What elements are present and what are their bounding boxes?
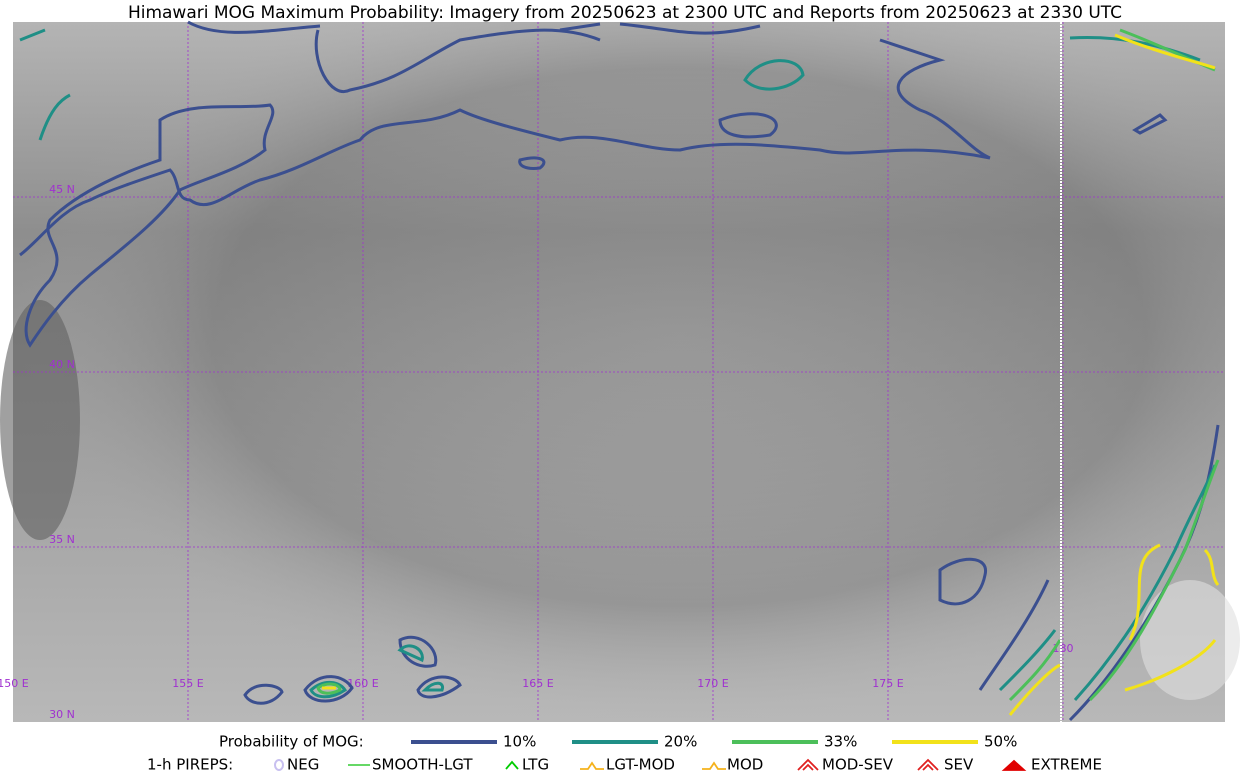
pirep-legend-label: SEV bbox=[944, 756, 974, 774]
mog-legend-label: 20% bbox=[664, 733, 697, 751]
mog-legend-label: 50% bbox=[984, 733, 1017, 751]
pirep-legend-label: LGT-MOD bbox=[606, 756, 675, 774]
longitude-label: 170 E bbox=[697, 677, 728, 690]
latitude-label: 30 N bbox=[49, 708, 75, 721]
pirep-icon bbox=[580, 761, 604, 770]
mog-legend-label: 10% bbox=[503, 733, 536, 751]
pirep-icon bbox=[1001, 759, 1027, 771]
pirep-icon bbox=[917, 758, 939, 771]
latitude-label: 45 N bbox=[49, 183, 75, 196]
longitude-label: 165 E bbox=[522, 677, 553, 690]
pirep-legend-label: NEG bbox=[287, 756, 319, 774]
latitude-label: 40 N bbox=[49, 358, 75, 371]
mog-legend-label: 33% bbox=[824, 733, 857, 751]
pirep-legend-label: MOD-SEV bbox=[822, 756, 894, 774]
mog-legend-title: Probability of MOG: bbox=[219, 733, 364, 751]
longitude-label: 155 E bbox=[172, 677, 203, 690]
pirep-legend-label: LTG bbox=[522, 756, 549, 774]
pirep-icon bbox=[702, 761, 726, 770]
graticule: 45 N 40 N 35 N 30 N 150 E 155 E 160 E 165 E 170 … bbox=[0, 22, 1225, 722]
legend: Probability of MOG: 10% 20% 33% 50% 1-h PIREP… bbox=[147, 733, 1102, 774]
longitude-label: 160 E bbox=[347, 677, 378, 690]
contours bbox=[19, 20, 1220, 722]
title: Himawari MOG Maximum Probability: Imager… bbox=[128, 3, 1122, 23]
longitude-label: 175 E bbox=[872, 677, 903, 690]
pireps-legend-title: 1-h PIREPS: bbox=[147, 756, 233, 774]
pirep-icon bbox=[274, 759, 284, 771]
longitude-label: 150 E bbox=[0, 677, 29, 690]
latitude-label: 35 N bbox=[49, 533, 75, 546]
pirep-icon bbox=[797, 758, 819, 771]
pirep-icon bbox=[505, 760, 519, 770]
pirep-legend-label: MOD bbox=[727, 756, 763, 774]
pirep-legend-label: EXTREME bbox=[1031, 756, 1102, 774]
pirep-legend-label: SMOOTH-LGT bbox=[372, 756, 473, 774]
